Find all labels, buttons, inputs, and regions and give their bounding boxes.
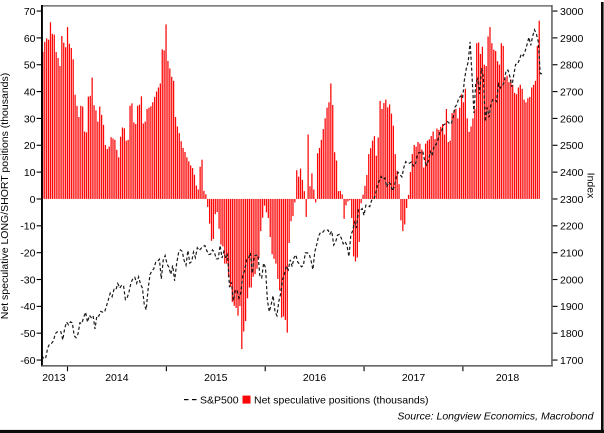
svg-text:1800: 1800 (560, 328, 584, 340)
svg-text:Source: Longview Economics, Ma: Source: Longview Economics, Macrobond (397, 410, 594, 422)
svg-text:60: 60 (24, 33, 36, 45)
svg-text:2018: 2018 (496, 372, 520, 384)
svg-text:2300: 2300 (560, 194, 584, 206)
svg-text:2500: 2500 (560, 140, 584, 152)
svg-text:2800: 2800 (560, 60, 584, 72)
svg-text:2015: 2015 (204, 372, 228, 384)
svg-text:10: 10 (24, 167, 36, 179)
svg-text:-30: -30 (20, 274, 35, 286)
svg-text:Net speculative LONG/SHORT pos: Net speculative LONG/SHORT positions (th… (0, 73, 11, 319)
svg-text:2014: 2014 (105, 372, 129, 384)
svg-text:2017: 2017 (402, 372, 426, 384)
svg-text:30: 30 (24, 113, 36, 125)
svg-text:Index: Index (585, 173, 597, 199)
svg-text:2016: 2016 (303, 372, 327, 384)
svg-text:2900: 2900 (560, 33, 584, 45)
svg-text:3000: 3000 (560, 6, 584, 18)
svg-text:2000: 2000 (560, 274, 584, 286)
svg-text:2200: 2200 (560, 221, 584, 233)
svg-text:2700: 2700 (560, 86, 584, 98)
svg-text:40: 40 (24, 86, 36, 98)
svg-text:Net speculative positions (tho: Net speculative positions (thousands) (254, 395, 429, 407)
svg-text:-20: -20 (20, 248, 35, 260)
svg-text:-10: -10 (20, 221, 35, 233)
svg-text:2400: 2400 (560, 167, 584, 179)
svg-text:70: 70 (24, 6, 36, 18)
svg-text:-60: -60 (20, 355, 35, 367)
svg-text:50: 50 (24, 60, 36, 72)
svg-text:2100: 2100 (560, 248, 584, 260)
svg-text:S&P500: S&P500 (200, 395, 239, 407)
svg-text:-50: -50 (20, 328, 35, 340)
svg-text:2013: 2013 (42, 372, 66, 384)
svg-text:0: 0 (30, 194, 36, 206)
svg-text:1700: 1700 (560, 355, 584, 367)
svg-text:1900: 1900 (560, 301, 584, 313)
svg-text:-40: -40 (20, 301, 35, 313)
svg-text:20: 20 (24, 140, 36, 152)
svg-text:2600: 2600 (560, 113, 584, 125)
